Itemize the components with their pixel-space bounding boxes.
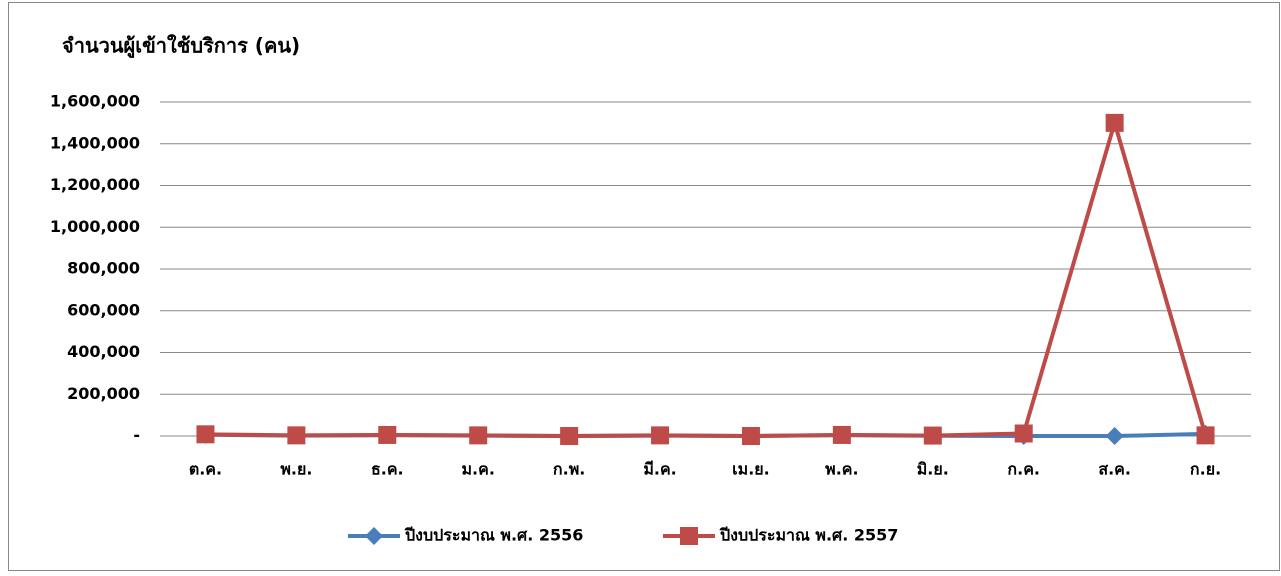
data-point (651, 426, 670, 445)
series-line (205, 120, 1208, 438)
y-tick-label: 800,000 (67, 259, 140, 278)
x-tick-label: มิ.ย. (917, 460, 949, 479)
data-point (1196, 426, 1215, 445)
data-point (1105, 113, 1124, 132)
x-tick-label: ต.ค. (189, 460, 222, 479)
y-tick-label: 1,400,000 (50, 133, 140, 152)
legend-marker (680, 527, 698, 545)
x-tick-label: ม.ค. (462, 460, 495, 479)
x-tick-label: พ.ย. (280, 460, 312, 479)
x-tick-label: ก.พ. (553, 460, 585, 479)
x-tick-label: พ.ค. (825, 460, 858, 479)
data-point (469, 426, 488, 445)
x-tick-label: เม.ย. (732, 460, 770, 479)
x-tick-label: ก.ค. (1007, 460, 1040, 479)
data-point (832, 425, 851, 444)
y-tick-label: 1,200,000 (50, 175, 140, 194)
data-point (287, 426, 306, 445)
y-tick-label: 1,600,000 (50, 92, 140, 111)
x-tick-label: ส.ค. (1098, 460, 1131, 479)
legend-marker (365, 527, 383, 545)
y-tick-label: 600,000 (67, 300, 140, 319)
data-point (1105, 427, 1124, 445)
y-tick-label: 400,000 (67, 342, 140, 361)
x-tick-label: ก.ย. (1190, 460, 1221, 479)
x-tick-label: ธ.ค. (371, 460, 404, 479)
x-tick-label: มี.ค. (643, 460, 676, 479)
y-tick-label: 200,000 (67, 384, 140, 403)
data-point (741, 427, 760, 445)
data-point (923, 426, 942, 445)
data-point (196, 425, 215, 444)
data-point (560, 427, 579, 445)
legend-label: ปีงบประมาณ พ.ศ. 2557 (719, 526, 899, 545)
data-point (378, 425, 397, 444)
chart-title: จำนวนผู้เข้าใช้บริการ (คน) (62, 34, 300, 60)
chart-frame (8, 2, 1280, 571)
y-tick-label: - (133, 426, 140, 445)
legend-label: ปีงบประมาณ พ.ศ. 2556 (404, 526, 584, 545)
y-tick-label: 1,000,000 (50, 217, 140, 236)
data-point (1014, 424, 1033, 443)
